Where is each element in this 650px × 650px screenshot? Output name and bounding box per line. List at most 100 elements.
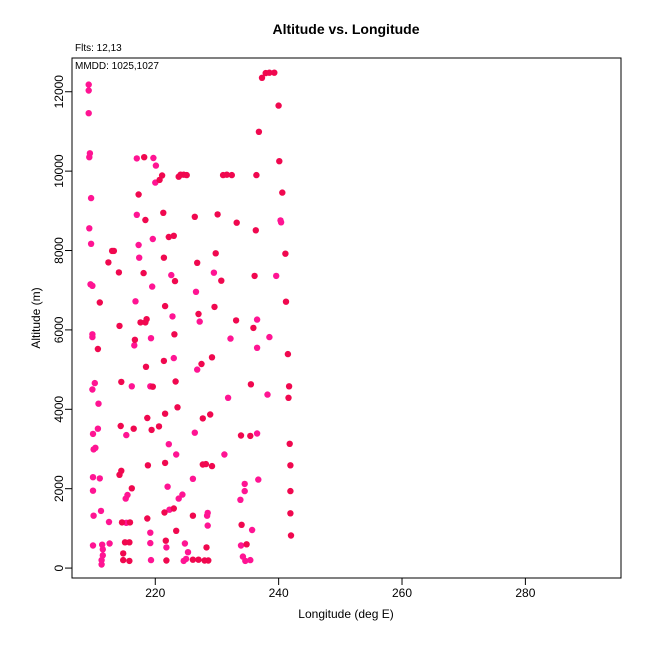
data-point [237,542,245,549]
data-point [148,426,155,434]
data-point [149,283,156,290]
data-point [158,172,166,179]
data-point [285,383,293,390]
data-point [85,81,92,88]
data-point [237,496,244,503]
data-point [126,557,133,565]
y-tick-label: 2000 [52,475,66,502]
data-point [170,232,177,239]
data-point [85,87,92,94]
data-point [181,540,189,547]
data-point [238,521,245,528]
data-point [126,519,134,526]
data-point [97,507,105,515]
plot-frame [71,57,622,579]
data-point [161,459,169,467]
data-point [165,233,172,241]
data-point [223,171,230,178]
data-point [147,556,155,564]
data-point [279,189,286,196]
data-point [248,526,256,534]
data-point [192,288,200,295]
data-point [205,557,212,564]
data-point [189,512,197,519]
data-point [147,539,154,547]
data-point [253,171,260,179]
data-point [183,171,190,179]
data-point [199,415,206,422]
data-point [123,431,130,439]
data-point [208,354,216,361]
data-point [207,411,214,418]
data-point [264,391,271,398]
data-point [149,235,156,243]
data-point [89,474,97,481]
data-point [233,219,240,226]
data-point [160,209,167,216]
data-point [116,471,123,478]
data-point [124,491,131,499]
data-point [147,529,154,536]
data-point [212,250,219,257]
data-point [168,271,175,279]
data-point [173,451,180,458]
data-point [163,544,170,551]
data-point [128,485,135,492]
data-point [194,259,201,266]
x-tick-label: 260 [392,586,412,600]
data-point [218,277,225,284]
data-point [273,272,280,280]
data-point [144,462,152,469]
x-tick-label: 240 [269,586,289,600]
data-point [276,158,283,165]
data-point [179,491,186,498]
data-point [142,216,149,224]
y-tick-label: 4000 [52,396,66,423]
data-point [287,462,294,469]
data-point [106,540,113,547]
data-point [161,509,168,516]
data-point [189,475,197,482]
data-point [227,335,234,342]
data-point [143,316,150,323]
data-point [282,298,290,305]
data-point [194,366,201,373]
data-point [266,333,273,341]
data-point [116,322,123,330]
data-point [142,363,150,370]
data-point [191,429,198,436]
data-point [91,379,99,387]
data-point [98,556,105,564]
y-tick-label: 0 [52,564,66,571]
data-points [85,69,295,568]
data-point [161,302,169,310]
data-point [174,404,181,411]
data-point [204,522,211,529]
data-point [118,378,125,386]
x-tick-label: 280 [515,586,535,600]
data-point [221,451,228,458]
data-point [120,556,127,564]
data-point [128,383,135,390]
data-point [198,360,205,368]
data-point [211,303,218,311]
data-point [275,102,282,109]
data-point [242,557,249,565]
data-point [94,345,102,353]
data-point [169,313,176,320]
data-point [99,546,107,553]
data-point [253,316,261,323]
data-point [252,227,259,234]
data-point [137,319,144,326]
data-point [140,269,147,277]
data-point [247,381,255,388]
data-point [189,556,197,563]
data-point [250,324,257,332]
data-point [89,487,97,494]
data-point [191,213,198,220]
flights-annotation: Flts: 12,13 [75,43,122,54]
data-point [90,446,97,453]
data-point [253,344,261,351]
data-point [170,354,177,362]
